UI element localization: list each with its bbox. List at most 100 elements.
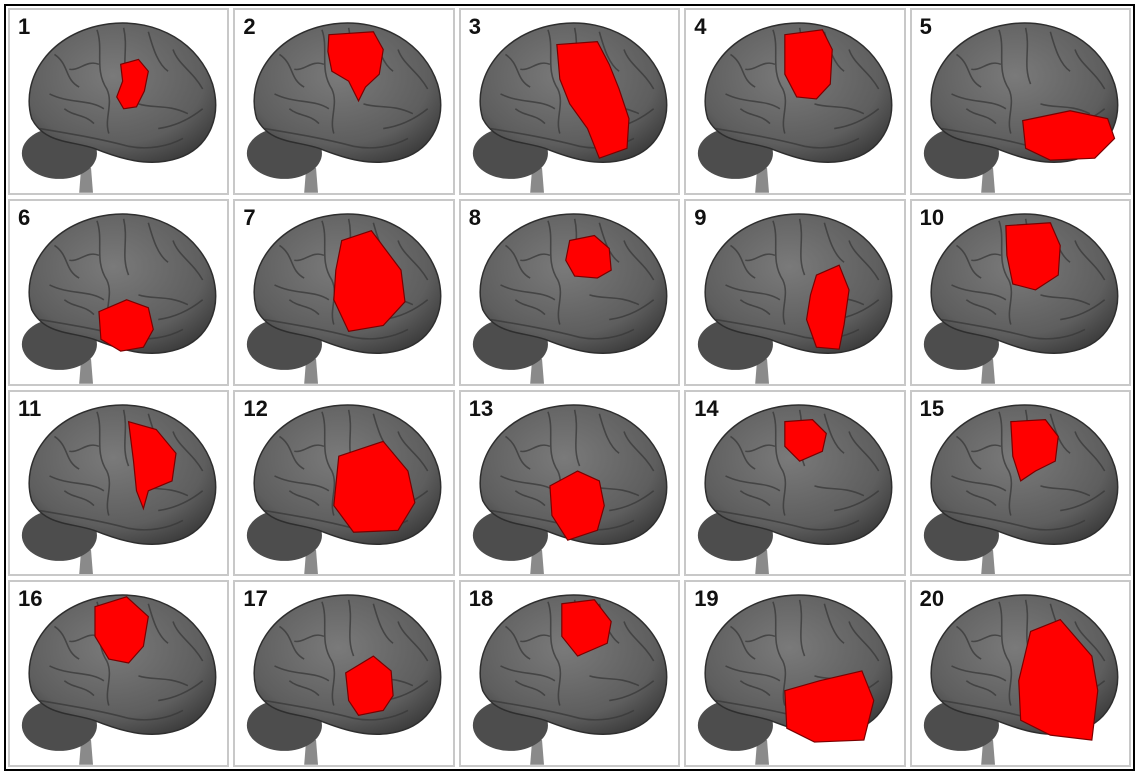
panel-number: 2 — [243, 14, 256, 39]
panel-number: 7 — [243, 204, 256, 230]
brain-render — [923, 594, 1118, 765]
brain-render — [21, 594, 217, 765]
brain-panel: 2 — [233, 8, 455, 195]
brainstem — [980, 549, 995, 575]
lesion-region — [345, 655, 395, 717]
brain-render — [923, 22, 1118, 193]
brainstem — [79, 740, 94, 765]
brain-render — [698, 403, 893, 575]
brain-panel: 8 — [458, 198, 681, 386]
brainstem — [755, 740, 770, 765]
brain-render — [472, 213, 668, 384]
panel-number: 19 — [694, 586, 719, 612]
panel-number: 20 — [919, 586, 945, 612]
brain-panel: 18 — [458, 580, 681, 767]
brainstem — [79, 168, 94, 193]
brain-render — [698, 22, 893, 193]
brain-render — [21, 22, 217, 193]
lesion-region — [1009, 418, 1059, 482]
lesion-region — [784, 418, 828, 462]
brainstem — [529, 168, 544, 193]
panel-number: 11 — [18, 395, 42, 421]
brainstem — [529, 549, 544, 575]
lesion-region — [116, 58, 149, 110]
brainstem — [529, 740, 544, 765]
cerebrum — [253, 22, 442, 164]
cerebrum — [28, 403, 217, 545]
brainstem — [304, 549, 319, 575]
brain-panel: 11 — [8, 389, 230, 577]
lesion-region — [564, 234, 612, 279]
brainstem — [304, 358, 319, 384]
panel-number: 4 — [694, 14, 707, 39]
panel-number: 10 — [919, 204, 945, 230]
panel-number: 6 — [18, 204, 31, 230]
brainstem — [304, 168, 319, 193]
brainstem — [980, 358, 995, 384]
lesion-region — [327, 31, 385, 103]
brainstem — [79, 358, 94, 384]
brain-panel: 3 — [458, 8, 681, 195]
lesion-region — [1017, 619, 1098, 741]
panel-number: 13 — [468, 395, 494, 421]
panel-number: 9 — [694, 204, 707, 230]
brain-render — [472, 594, 668, 765]
brain-render — [247, 22, 442, 193]
brain-render — [472, 22, 668, 193]
brain-panel: 5 — [909, 8, 1131, 195]
lesion-region — [806, 264, 850, 350]
brain-render — [923, 213, 1118, 384]
brain-panel: 9 — [684, 198, 906, 386]
brain-panel: 10 — [909, 198, 1131, 386]
cerebrum — [28, 213, 217, 354]
panel-number: 15 — [919, 395, 945, 421]
brainstem — [980, 168, 995, 193]
brain-render — [923, 403, 1118, 575]
brainstem — [755, 549, 770, 575]
lesion-region — [784, 29, 834, 100]
panel-number: 12 — [243, 395, 268, 421]
brain-render — [472, 403, 668, 575]
brain-panel: 7 — [233, 198, 455, 386]
brain-panel: 14 — [684, 389, 906, 577]
brainstem — [304, 740, 319, 765]
lesion-region — [1004, 221, 1061, 291]
figure-frame: 1 2 — [4, 4, 1135, 771]
brain-panel: 19 — [684, 580, 906, 767]
lesion-region — [98, 298, 154, 352]
brain-panel: 20 — [909, 580, 1131, 767]
lesion-region — [127, 420, 177, 510]
panel-number: 17 — [243, 586, 268, 612]
brain-render — [21, 213, 217, 384]
cerebrum — [479, 213, 668, 354]
brain-render — [247, 213, 442, 384]
brain-panel: 4 — [684, 8, 906, 195]
panel-number: 1 — [18, 14, 31, 39]
cerebrum — [704, 403, 893, 545]
lesion-region — [94, 596, 149, 664]
brainstem — [755, 168, 770, 193]
brain-panel: 13 — [458, 389, 681, 577]
lesion-region — [1021, 110, 1115, 161]
brain-render — [21, 403, 217, 575]
brainstem — [529, 358, 544, 384]
lesion-region — [556, 40, 630, 159]
lesion-region — [549, 469, 605, 541]
panel-number: 3 — [468, 14, 482, 39]
brain-panel: 15 — [909, 389, 1131, 577]
panel-number: 14 — [694, 395, 719, 421]
cerebrum — [479, 594, 668, 736]
lesion-region — [333, 229, 406, 332]
cerebrum — [253, 594, 442, 736]
panel-number: 8 — [468, 204, 482, 230]
brain-panel: 1 — [8, 8, 230, 195]
lesion-region — [333, 440, 416, 533]
brain-panel: 17 — [233, 580, 455, 767]
brain-render — [247, 594, 442, 765]
lesion-region — [560, 599, 612, 658]
panel-number: 5 — [919, 14, 932, 39]
cerebrum — [28, 594, 217, 736]
brain-render — [247, 403, 442, 575]
brain-render — [698, 594, 893, 765]
brain-panel: 16 — [8, 580, 230, 767]
